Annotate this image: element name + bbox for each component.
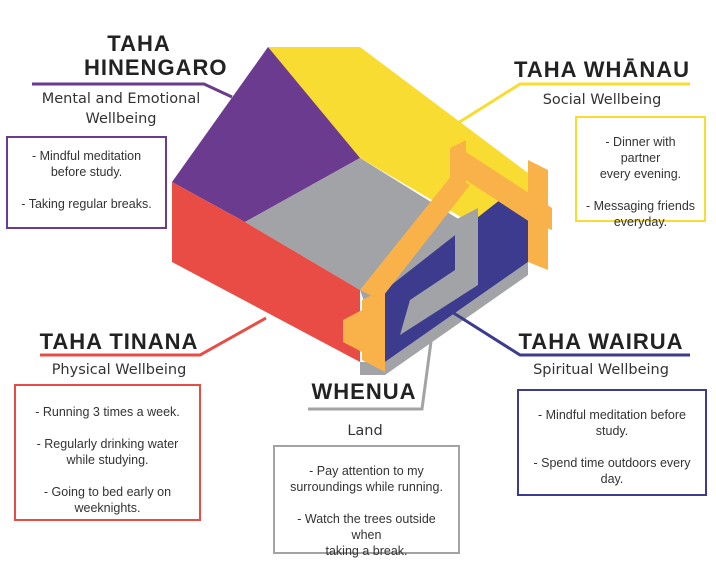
list-item: - Watch the trees outside when taking a … [297,512,436,558]
wairua-box: - Mindful meditation before study. - Spe… [517,389,707,496]
whenua-box: - Pay attention to my surroundings while… [273,445,460,558]
frame-pole-left [343,310,362,352]
list-item: - Dinner with partner every evening. [599,135,682,181]
hinengaro-title: TAHA HINENGARO [84,31,228,80]
frame-post-front [362,288,385,372]
list-item: - Taking regular breaks. [21,197,152,211]
list-item: - Going to bed early on weeknights. [43,485,172,515]
connector-whanau [449,82,690,130]
whanau-title: TAHA WHĀNAU [514,57,690,82]
connector-hinengaro [32,82,233,99]
list-item: - Mindful meditation before study. [31,149,142,179]
hinengaro-box: - Mindful meditation before study. - Tak… [6,136,167,229]
tinana-title: TAHA TINANA [39,329,199,354]
whenua-subtitle: Land [347,423,383,439]
whanau-box: - Dinner with partner every evening. - M… [575,116,706,229]
connector-whenua [308,333,434,411]
tinana-subtitle: Physical Wellbeing [51,362,187,378]
hinengaro-subtitle: Mental and Emotional Wellbeing [41,91,201,127]
doorway-whenua [400,208,478,335]
list-item: - Spend time outdoors every day. [533,456,691,486]
wall-front-tinana [172,182,360,362]
wairua-subtitle: Spiritual Wellbeing [533,362,669,378]
connector-tinana [40,316,267,357]
list-item: - Pay attention to my surroundings while… [290,464,443,494]
wairua-title: TAHA WAIRUA [518,329,684,354]
tinana-box: - Running 3 times a week. - Regularly dr… [14,384,201,521]
list-item: - Regularly drinking water while studyin… [36,437,179,467]
frame-post-right [528,160,548,270]
whanau-subtitle: Social Wellbeing [542,92,662,108]
whenua-title: WHENUA [311,379,417,404]
list-item: - Running 3 times a week. [35,405,180,419]
frame-ridge [450,152,552,230]
connector-wairua [451,310,690,357]
frame-beam-diagonal [360,175,470,300]
list-item: - Mindful meditation before study. [538,408,686,438]
list-item: - Messaging friends everyday. [585,199,696,229]
